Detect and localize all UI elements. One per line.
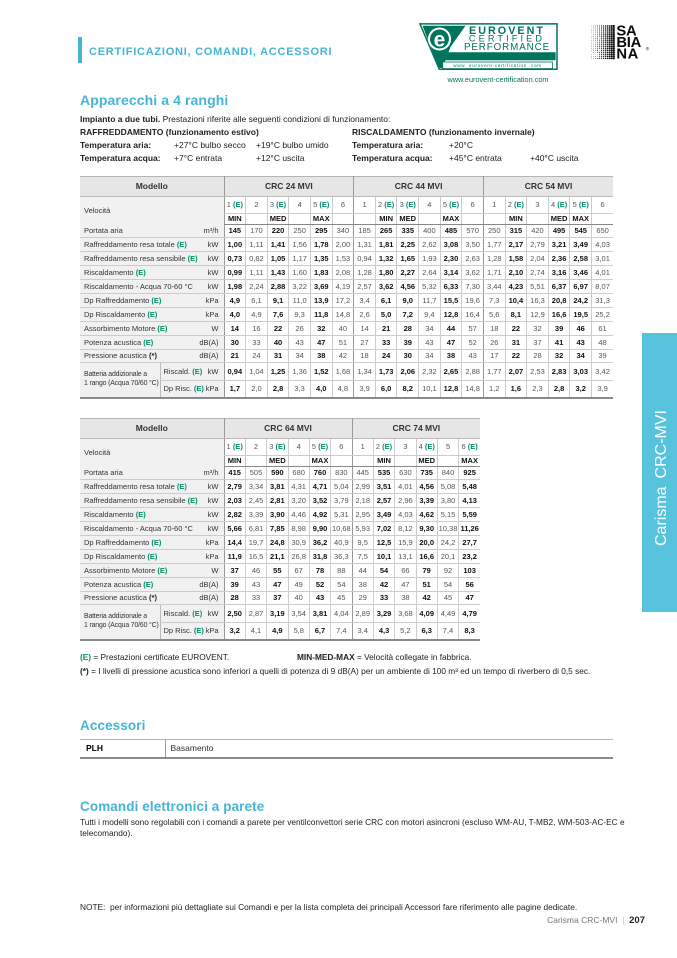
svg-text:PERFORMANCE: PERFORMANCE <box>464 42 550 53</box>
svg-text:CarismaCRC-MVI: CarismaCRC-MVI <box>653 410 670 546</box>
svg-text:SA: SA <box>616 24 637 40</box>
svg-text:e: e <box>434 29 446 52</box>
svg-text:EUROVENT: EUROVENT <box>469 25 545 37</box>
svg-text:www. eurovent-certification .c: www. eurovent-certification .com <box>453 63 542 68</box>
svg-text:www.eurovent-certification.com: www.eurovent-certification.com <box>447 75 549 84</box>
svg-text:BIA: BIA <box>616 35 641 51</box>
svg-text:®: ® <box>646 45 650 52</box>
svg-text:NA: NA <box>616 46 638 62</box>
svg-text:CERTIFIED: CERTIFIED <box>469 34 545 44</box>
